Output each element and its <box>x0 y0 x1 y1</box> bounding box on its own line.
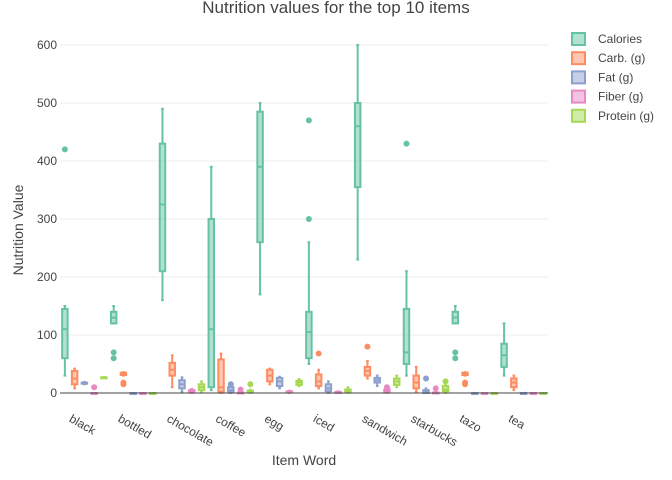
series-4 <box>100 374 547 395</box>
y-gridlines <box>60 44 548 336</box>
box <box>402 307 411 365</box>
outlier-point <box>227 381 234 388</box>
legend-swatch[interactable] <box>571 89 586 104</box>
box <box>158 142 167 273</box>
y-tick-label: 500 <box>37 96 57 110</box>
x-axis-label: Item Word <box>272 452 336 468</box>
y-tick-label: 300 <box>37 212 57 226</box>
outlier-point <box>432 385 439 392</box>
series-1 <box>70 343 518 394</box>
outlier-point <box>462 379 469 386</box>
outlier-point <box>403 140 410 147</box>
outlier-point <box>120 379 127 386</box>
legend-label[interactable]: Fat (g) <box>598 70 633 84</box>
y-tick-label: 0 <box>50 386 57 400</box>
outlier-point <box>247 381 254 388</box>
series-0 <box>61 44 508 392</box>
x-tick-label: bottled <box>116 411 154 441</box>
x-tick-label: egg <box>262 411 286 433</box>
legend-swatch[interactable] <box>571 108 586 123</box>
legend-label[interactable]: Fiber (g) <box>598 90 643 104</box>
x-tick-label: black <box>67 411 99 438</box>
y-tick-label: 600 <box>37 38 57 52</box>
outlier-point <box>383 384 390 391</box>
x-tick-label: starbucks <box>409 411 460 449</box>
outlier-point <box>61 146 68 153</box>
x-tick-label: coffee <box>213 411 248 440</box>
x-tick-label: tazo <box>457 411 484 435</box>
outlier-point <box>305 216 312 222</box>
x-tick-label: sandwich <box>360 411 410 448</box>
x-tick-label: tea <box>506 411 528 432</box>
outlier-point <box>315 350 322 357</box>
box <box>61 307 69 360</box>
y-axis-ticks: 0 100 200 300 400 500 600 <box>37 38 57 400</box>
legend-swatch[interactable] <box>571 32 586 46</box>
outlier-point <box>110 355 117 362</box>
legend-swatch[interactable] <box>571 70 586 85</box>
series-2 <box>80 374 528 395</box>
box <box>353 102 362 189</box>
y-tick-label: 400 <box>37 154 57 168</box>
outlier-point <box>305 117 312 124</box>
box <box>217 358 225 393</box>
outlier-point <box>452 355 459 362</box>
x-tick-label: chocolate <box>165 411 217 449</box>
box <box>207 218 216 389</box>
legend-label[interactable]: Carb. (g) <box>598 51 645 65</box>
outlier-point <box>452 349 459 356</box>
box <box>256 110 264 244</box>
box <box>314 373 323 388</box>
legend: Calories Carb. (g) Fat (g) Fiber (g) Protein… <box>571 32 654 123</box>
y-tick-label: 200 <box>37 270 57 284</box>
legend-label[interactable]: Protein (g) <box>598 109 654 123</box>
outlier-point <box>110 349 117 356</box>
outlier-point <box>91 384 98 391</box>
outlier-point <box>364 343 371 350</box>
outlier-point <box>423 375 429 382</box>
outlier-point <box>237 386 244 393</box>
legend-swatch[interactable] <box>571 51 586 66</box>
x-tick-label: iced <box>311 411 337 434</box>
legend-label[interactable]: Calories <box>598 32 642 46</box>
chart-title: Nutrition values for the top 10 items <box>202 0 469 17</box>
box <box>305 310 313 360</box>
outlier-point <box>442 378 449 385</box>
y-axis-label: Nutrition Value <box>10 184 26 275</box>
y-tick-label: 100 <box>37 328 57 342</box>
